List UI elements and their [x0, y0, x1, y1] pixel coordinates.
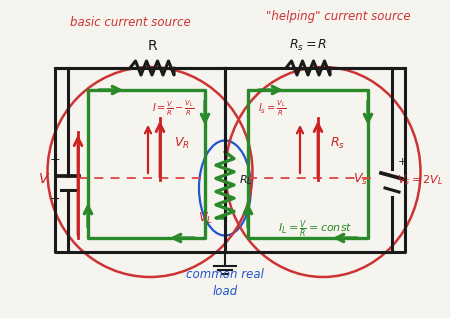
Text: +: +	[50, 153, 60, 166]
Text: $V_s$: $V_s$	[353, 172, 368, 187]
Text: $I=\frac{V}{R}-\frac{V_L}{R}$: $I=\frac{V}{R}-\frac{V_L}{R}$	[152, 99, 194, 118]
Text: $R_L$: $R_L$	[239, 173, 252, 187]
Text: basic current source: basic current source	[70, 16, 190, 29]
Text: −: −	[50, 193, 60, 206]
Text: load: load	[212, 285, 238, 298]
Text: $R_s = R$: $R_s = R$	[289, 38, 327, 53]
Text: $V_s=2V_L$: $V_s=2V_L$	[397, 173, 443, 187]
Text: $I_s=\frac{V_L}{R}$: $I_s=\frac{V_L}{R}$	[258, 99, 286, 118]
Text: $I_L=\frac{V}{R}=const$: $I_L=\frac{V}{R}=const$	[278, 218, 352, 239]
Text: $V$: $V$	[38, 172, 50, 186]
Text: $R_s$: $R_s$	[330, 136, 345, 151]
Text: common real: common real	[186, 268, 264, 281]
Text: "helping" current source: "helping" current source	[266, 10, 410, 23]
Text: +: +	[398, 157, 407, 167]
Text: R: R	[147, 39, 157, 53]
Text: $V_R$: $V_R$	[174, 136, 190, 151]
Text: $V_L$: $V_L$	[198, 211, 212, 226]
